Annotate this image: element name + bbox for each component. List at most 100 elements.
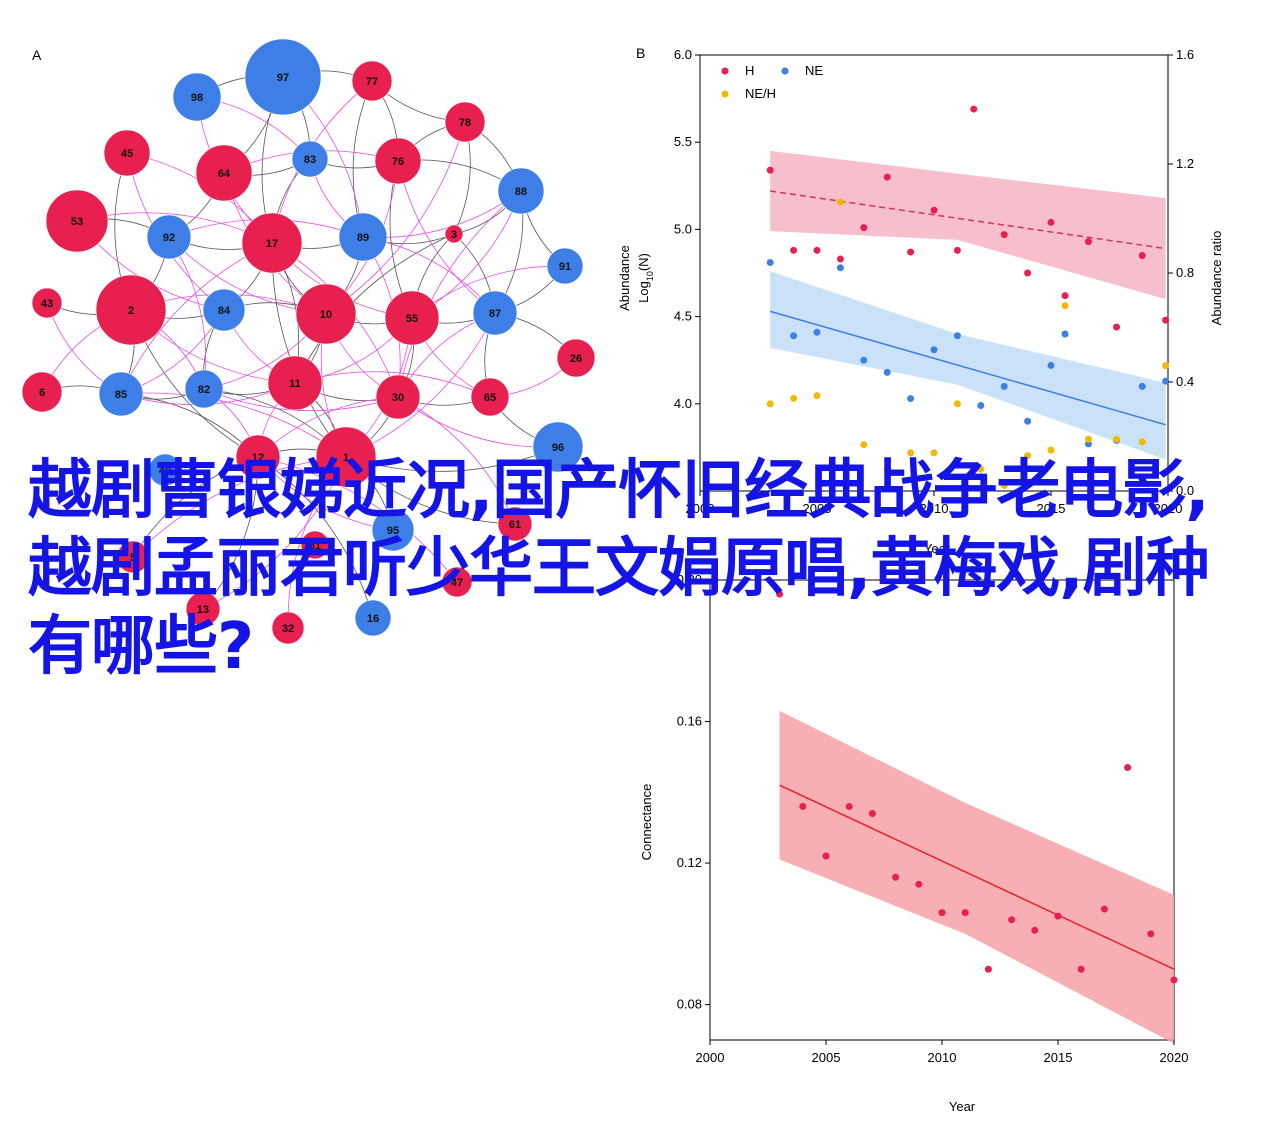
network-node: 91 — [546, 247, 584, 285]
network-node-label: 45 — [121, 148, 133, 160]
network-node: 45 — [103, 129, 151, 177]
legend-label: NE — [805, 63, 823, 78]
network-node-label: 83 — [304, 154, 316, 166]
network-node-label: 1 — [343, 452, 349, 464]
data-point — [1000, 382, 1008, 390]
network-node-label: 47 — [451, 577, 463, 589]
pink-edge — [132, 456, 347, 558]
network-node-label: 65 — [484, 392, 496, 404]
network-node-label: 61 — [509, 519, 521, 531]
x-tick-label: 2010 — [920, 501, 949, 516]
legend-entry: NE — [781, 63, 823, 78]
data-point — [868, 810, 876, 818]
x-tick-label: 2000 — [696, 1050, 725, 1065]
data-point — [1000, 482, 1008, 490]
network-node: 47 — [441, 566, 473, 598]
network-node-circle — [497, 506, 533, 542]
network-node: 43 — [31, 287, 63, 319]
network-node-label: 97 — [277, 72, 289, 84]
network-node: 30 — [375, 374, 421, 420]
overlay-headline: 越剧曹银娣近况,国产怀旧经典战争老电影,越剧孟丽君听少华王文娟原唱,黄梅戏,剧种… — [28, 454, 1210, 684]
data-point — [977, 465, 985, 473]
network-node-label: 5 — [130, 552, 136, 564]
data-point — [883, 465, 891, 473]
data-point — [1047, 361, 1055, 369]
network-node-circle — [195, 144, 253, 202]
network-node-label: 53 — [71, 216, 83, 228]
network-node-label: 64 — [218, 168, 231, 180]
data-point — [1162, 377, 1170, 385]
data-point — [1124, 764, 1132, 772]
legend-entry: H — [721, 63, 754, 78]
network-node: 40 — [148, 453, 182, 487]
abundance-points — [766, 105, 1170, 490]
network-node: 77 — [351, 60, 393, 102]
legend-swatch — [781, 67, 789, 75]
network-nodes: 97 77 98 78 45 64 83 76 88 53 92 17 89 3 91 43 2 84 10 55 87… — [21, 38, 596, 645]
network-node: 12 — [235, 434, 281, 480]
network-node-circle — [244, 38, 322, 116]
network-node: 53 — [45, 189, 109, 253]
network-node-label: 12 — [252, 452, 264, 464]
confidence-band — [770, 271, 1166, 460]
x-tick-label: 2000 — [686, 501, 715, 516]
data-point — [892, 873, 900, 881]
network-node-circle — [532, 421, 584, 473]
network-node-circle — [556, 338, 596, 378]
data-point — [1084, 435, 1092, 443]
network-node-label: 6 — [39, 387, 45, 399]
y-tick-label: 0.12 — [677, 855, 702, 870]
data-point — [883, 173, 891, 181]
panel-letter-a: A — [32, 47, 42, 63]
network-node-circle — [148, 453, 182, 487]
network-node-label: 30 — [392, 392, 404, 404]
network-node-circle — [271, 611, 305, 645]
network-node-circle — [172, 72, 222, 122]
network-node-circle — [31, 287, 63, 319]
data-point — [1084, 238, 1092, 246]
network-node-label: 85 — [115, 389, 127, 401]
data-point — [766, 400, 774, 408]
network-node-label: 82 — [198, 384, 210, 396]
data-point — [977, 402, 985, 410]
data-point — [1113, 323, 1121, 331]
network-node-label: 43 — [41, 298, 53, 310]
data-point — [813, 392, 821, 400]
y-tick-label: 0.16 — [677, 714, 702, 729]
data-point — [1138, 438, 1146, 446]
network-node-label: 89 — [357, 232, 369, 244]
network-node-label: 32 — [282, 623, 294, 635]
network-node-label: 87 — [489, 308, 501, 320]
network-node-circle — [384, 290, 440, 346]
data-point — [1077, 965, 1085, 973]
network-node: 3 — [444, 224, 464, 244]
data-point — [1031, 926, 1039, 934]
network-node-circle — [202, 288, 246, 332]
network-node-label: 10 — [320, 309, 332, 321]
network-node: 17 — [241, 212, 303, 274]
data-point — [1000, 231, 1008, 239]
data-point — [1113, 435, 1121, 443]
network-node-circle — [103, 129, 151, 177]
network-node-circle — [375, 374, 421, 420]
network-node: 96 — [532, 421, 584, 473]
network-node-label: 78 — [459, 117, 471, 129]
network-node-label: 40 — [159, 465, 171, 477]
network-node-circle — [497, 167, 545, 215]
y2-tick-label: 1.2 — [1176, 156, 1194, 171]
abundance-y-ticks: 4.0 4.5 5.0 5.5 6.0 — [674, 47, 700, 411]
network-node-circle — [98, 371, 144, 417]
data-point — [860, 441, 868, 449]
legend-swatch — [721, 90, 729, 98]
pink-edge — [120, 392, 347, 458]
network-node-label: 92 — [163, 232, 175, 244]
network-node-label: 55 — [406, 313, 418, 325]
fit-line — [769, 310, 1166, 426]
data-point — [860, 224, 868, 232]
y-tick-label: 0.20 — [677, 572, 702, 587]
x-tick-label: 2015 — [1037, 501, 1066, 516]
x-tick-label: 2010 — [928, 1050, 957, 1065]
network-node-label: 2 — [128, 305, 134, 317]
connectance-fit-line — [779, 784, 1175, 970]
pink-edge — [325, 121, 466, 315]
